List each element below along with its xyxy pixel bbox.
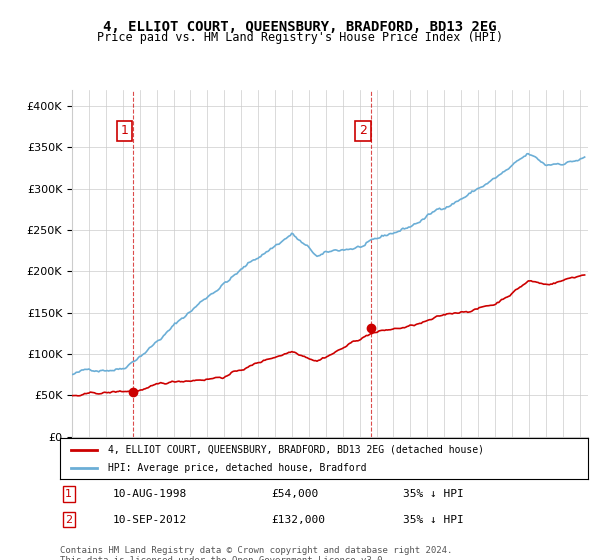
Text: £54,000: £54,000	[271, 489, 319, 499]
Text: Contains HM Land Registry data © Crown copyright and database right 2024.
This d: Contains HM Land Registry data © Crown c…	[60, 546, 452, 560]
Text: 10-SEP-2012: 10-SEP-2012	[113, 515, 187, 525]
Text: 10-AUG-1998: 10-AUG-1998	[113, 489, 187, 499]
Text: 2: 2	[359, 124, 367, 137]
Text: 1: 1	[121, 124, 128, 137]
Text: 1: 1	[65, 489, 72, 499]
Text: 35% ↓ HPI: 35% ↓ HPI	[403, 515, 464, 525]
Text: 35% ↓ HPI: 35% ↓ HPI	[403, 489, 464, 499]
Text: 4, ELLIOT COURT, QUEENSBURY, BRADFORD, BD13 2EG: 4, ELLIOT COURT, QUEENSBURY, BRADFORD, B…	[103, 20, 497, 34]
Text: Price paid vs. HM Land Registry's House Price Index (HPI): Price paid vs. HM Land Registry's House …	[97, 31, 503, 44]
Text: HPI: Average price, detached house, Bradford: HPI: Average price, detached house, Brad…	[107, 463, 366, 473]
Text: 2: 2	[65, 515, 73, 525]
Text: 4, ELLIOT COURT, QUEENSBURY, BRADFORD, BD13 2EG (detached house): 4, ELLIOT COURT, QUEENSBURY, BRADFORD, B…	[107, 445, 484, 455]
Text: £132,000: £132,000	[271, 515, 325, 525]
